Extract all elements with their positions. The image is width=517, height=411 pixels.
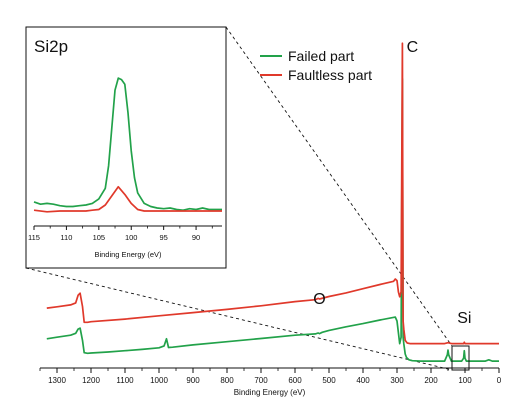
x-tick-label: 1100 — [116, 376, 134, 385]
x-tick-label: 700 — [254, 376, 268, 385]
inset-plot: 115 110 105 100 95 90 Binding Energy (eV) — [28, 77, 222, 259]
legend-label-faultless: Faultless part — [288, 67, 372, 83]
x-tick-label: 1300 — [48, 376, 66, 385]
x-tick-label: 1000 — [150, 376, 168, 385]
series-failed-part-line — [33, 77, 222, 212]
legend: Failed part Faultless part — [260, 48, 372, 83]
zoom-connector-bottom — [25, 267, 453, 371]
peak-label-c: C — [407, 39, 419, 56]
x-tick-label: 90 — [192, 233, 200, 242]
si2p-inset-panel: Si2p 115 110 105 100 95 90 Binding Energy (eV) — [25, 26, 227, 269]
x-axis-title: Binding Energy (eV) — [234, 388, 306, 397]
x-tick-label: 105 — [93, 233, 106, 242]
x-tick-label: 110 — [60, 233, 72, 242]
inset-title: Si2p — [34, 37, 68, 56]
x-tick-label: 500 — [322, 376, 336, 385]
zoom-connector-lines — [25, 26, 453, 371]
x-tick-label: 1200 — [82, 376, 100, 385]
x-tick-label: 100 — [458, 376, 472, 385]
x-tick-label: 115 — [28, 233, 40, 242]
x-tick-label: 300 — [390, 376, 404, 385]
main-survey-plot: 1300 1200 1100 1000 900 800 700 600 500 400 300 200… — [39, 39, 502, 397]
x-tick-label: 800 — [220, 376, 234, 385]
x-axis-title: Binding Energy (eV) — [94, 250, 162, 259]
series-faultless-part-line — [33, 185, 222, 213]
x-tick-label: 0 — [497, 376, 502, 385]
x-tick-label: 200 — [424, 376, 438, 385]
legend-label-failed: Failed part — [288, 48, 354, 64]
inset-frame — [25, 26, 227, 269]
x-tick-label: 900 — [186, 376, 200, 385]
peak-label-o: O — [313, 291, 325, 308]
x-tick-label: 95 — [159, 233, 167, 242]
si-zoom-box — [451, 345, 470, 371]
zoom-connector-top — [225, 26, 453, 347]
x-tick-label: 400 — [356, 376, 370, 385]
x-tick-label: 100 — [125, 233, 138, 242]
series-failed-part-line — [46, 77, 499, 362]
x-tick-label: 600 — [288, 376, 302, 385]
peak-label-si: Si — [457, 310, 471, 327]
series-faultless-part-line — [46, 42, 499, 345]
